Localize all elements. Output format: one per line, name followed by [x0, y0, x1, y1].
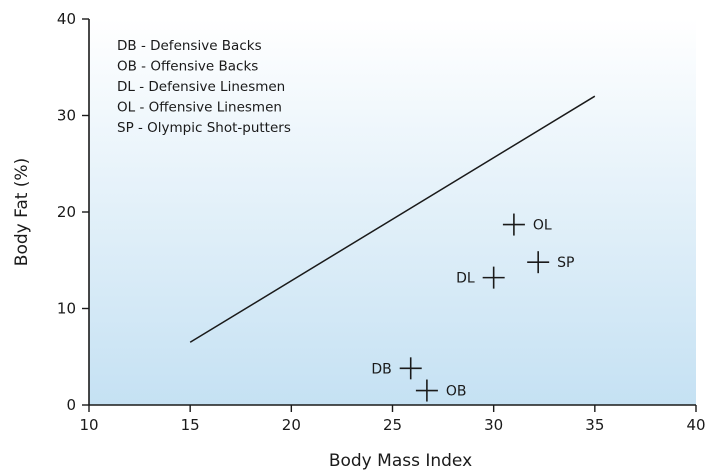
legend-entry-dl: DL - Defensive Linesmen — [117, 79, 285, 95]
plot-background — [89, 19, 696, 405]
legend-entry-ob: OB - Offensive Backs — [117, 59, 258, 75]
x-tick-label: 25 — [383, 416, 402, 434]
x-tick-label: 40 — [686, 416, 705, 434]
trend-line — [189, 95, 596, 343]
x-axis-title: Body Mass Index — [329, 451, 472, 471]
legend-entry-sp: SP - Olympic Shot-putters — [117, 120, 291, 136]
legend-entry-ol: OL - Offensive Linesmen — [117, 100, 282, 116]
data-point-ol: OL — [502, 213, 552, 236]
data-point-dl: DL — [456, 266, 505, 289]
y-axis-title: Body Fat (%) — [12, 158, 32, 266]
y-tick-label: 10 — [57, 300, 76, 318]
data-point-db: DB — [371, 357, 422, 380]
y-tick-label: 30 — [57, 107, 76, 125]
point-label: OB — [446, 384, 467, 400]
legend-entry-db: DB - Defensive Backs — [117, 38, 262, 54]
x-tick-label: 35 — [585, 416, 604, 434]
point-label: SP — [557, 255, 574, 271]
data-point-sp: SP — [527, 251, 575, 274]
point-label: OL — [533, 218, 552, 234]
x-tick-label: 20 — [282, 416, 301, 434]
point-label: DB — [371, 361, 391, 377]
y-tick-label: 20 — [57, 203, 76, 221]
x-tick-label: 15 — [181, 416, 200, 434]
x-tick-label: 10 — [79, 416, 98, 434]
legend: DB - Defensive Backs OB - Offensive Back… — [117, 38, 291, 136]
y-tick-label: 0 — [66, 396, 76, 414]
point-label: DL — [456, 271, 475, 287]
data-point-ob: OB — [415, 379, 467, 402]
y-tick-label: 40 — [57, 10, 76, 28]
x-tick-label: 30 — [484, 416, 503, 434]
